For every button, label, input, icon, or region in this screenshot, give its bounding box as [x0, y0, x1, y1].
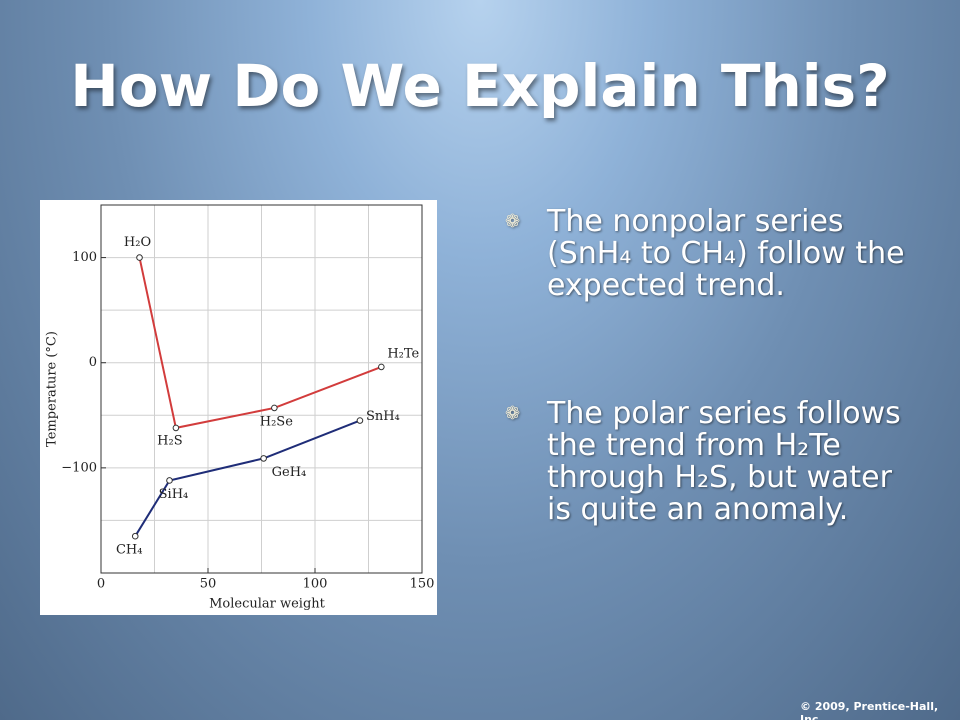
point-label: H₂O — [124, 235, 151, 250]
bullet: The nonpolar series (SnH₄ to CH₄) follow… — [505, 206, 907, 302]
slide-title: How Do We Explain This? — [70, 52, 890, 120]
y-axis-label: Temperature (°C) — [45, 331, 60, 447]
x-tick-label: 100 — [303, 577, 328, 592]
x-tick-label: 150 — [410, 577, 435, 592]
point-label: GeH₄ — [272, 465, 307, 480]
point-label: H₂Se — [260, 414, 293, 429]
series-line — [134, 419, 361, 537]
series-line — [138, 257, 382, 430]
data-point — [172, 424, 180, 432]
point-label: H₂Te — [387, 346, 419, 361]
point-label: SiH₄ — [159, 487, 189, 502]
data-point — [378, 363, 385, 371]
data-point — [166, 477, 173, 484]
bullet: The polar series follows the trend from … — [505, 398, 907, 526]
data-point — [356, 417, 364, 424]
data-point — [131, 532, 139, 540]
data-point — [136, 254, 143, 261]
point-label: CH₄ — [116, 543, 143, 558]
x-axis-label: Molecular weight — [209, 597, 326, 612]
x-tick-label: 50 — [200, 577, 217, 592]
y-tick-label: −100 — [61, 460, 97, 475]
data-point — [271, 404, 278, 412]
point-label: SnH₄ — [366, 409, 400, 424]
x-tick-label: 0 — [97, 577, 105, 592]
y-tick-label: 100 — [72, 250, 97, 265]
copyright: © 2009, Prentice-Hall, Inc. — [800, 700, 939, 720]
plot-frame — [100, 204, 423, 574]
chart-panel — [40, 200, 437, 615]
y-tick-label: 0 — [89, 355, 97, 370]
point-label: H₂S — [157, 433, 182, 448]
data-point — [260, 455, 267, 462]
